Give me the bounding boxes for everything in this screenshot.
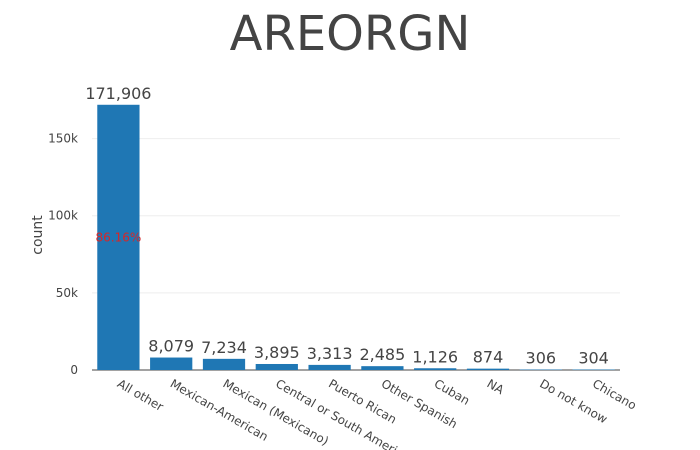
bar[interactable] bbox=[466, 368, 510, 370]
y-axis-label: count bbox=[30, 215, 46, 255]
bar[interactable] bbox=[97, 104, 140, 371]
x-tick-label: All other bbox=[115, 376, 166, 413]
x-tick-label: NA bbox=[485, 376, 508, 397]
bar-value-label: 306 bbox=[526, 349, 557, 368]
bar-layer bbox=[97, 104, 615, 371]
y-axis: 0 50k 100k 150k bbox=[48, 132, 78, 377]
percent-annotation: 86.16% bbox=[96, 230, 142, 244]
y-tick-label: 150k bbox=[48, 132, 78, 146]
bar[interactable] bbox=[361, 366, 404, 370]
bar[interactable] bbox=[308, 364, 351, 370]
chart-title: AREORGN bbox=[230, 6, 471, 62]
x-tick-label: Cuban bbox=[432, 376, 472, 407]
y-tick-label: 100k bbox=[48, 209, 78, 223]
bar-value-label: 8,079 bbox=[148, 337, 194, 356]
y-tick-label: 0 bbox=[70, 363, 78, 377]
y-tick-label: 50k bbox=[56, 286, 78, 300]
bar-value-label: 3,313 bbox=[307, 344, 353, 363]
x-tick-label: Mexican-American bbox=[168, 376, 271, 443]
grid-layer bbox=[92, 138, 620, 371]
bar-value-label: 171,906 bbox=[85, 84, 151, 103]
bar[interactable] bbox=[150, 357, 193, 370]
label-layer: 171,906 8,079 7,234 3,895 3,313 2,485 1,126 874… bbox=[85, 84, 609, 368]
bar-value-label: 874 bbox=[473, 348, 504, 367]
bar-value-label: 2,485 bbox=[359, 345, 405, 364]
bar-value-label: 304 bbox=[578, 349, 609, 368]
bar[interactable] bbox=[414, 368, 457, 370]
bar-value-label: 1,126 bbox=[412, 347, 458, 366]
bar[interactable] bbox=[519, 369, 562, 371]
bar[interactable] bbox=[572, 369, 615, 371]
bar[interactable] bbox=[202, 358, 246, 370]
bar-value-label: 3,895 bbox=[254, 343, 300, 362]
bar[interactable] bbox=[255, 363, 298, 370]
bar-value-label: 7,234 bbox=[201, 338, 247, 357]
